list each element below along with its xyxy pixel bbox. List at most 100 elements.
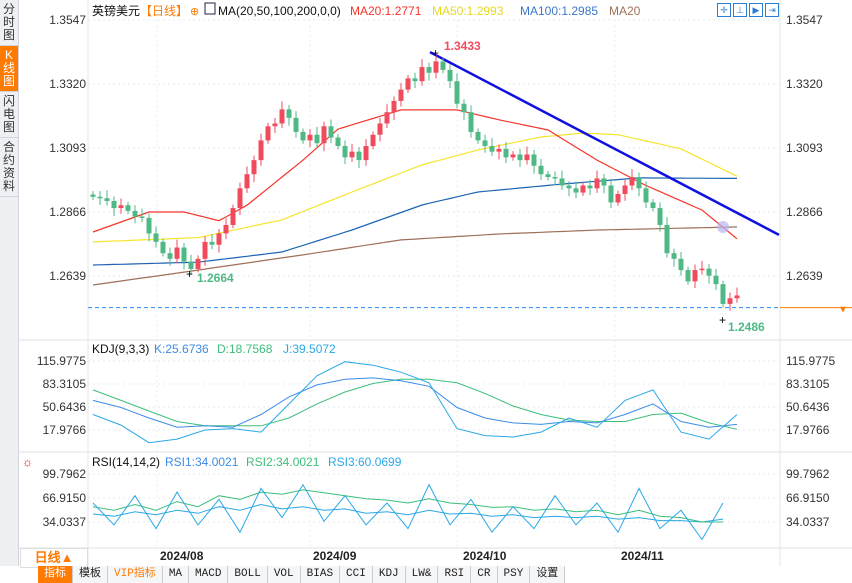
date-label: 2024/11 xyxy=(621,549,664,563)
price-tick-left: 1.3093 xyxy=(49,141,86,155)
candle-body xyxy=(552,177,558,179)
candle-body xyxy=(132,210,138,217)
symbol-name: 英镑美元 xyxy=(92,3,140,18)
candle xyxy=(230,204,236,229)
tab-contract-info[interactable]: 合约资料 xyxy=(0,138,18,197)
candle xyxy=(356,147,362,169)
candle-body xyxy=(314,134,320,144)
candle-body xyxy=(251,160,257,175)
candle-body xyxy=(391,100,397,113)
high-marker: + xyxy=(432,46,439,60)
candle-body xyxy=(650,202,656,209)
candle xyxy=(146,213,152,242)
candle xyxy=(433,54,439,79)
tab-intraday[interactable]: 分时图 xyxy=(0,0,18,46)
candle-body xyxy=(293,117,299,132)
candle-body xyxy=(601,178,607,186)
candle-body xyxy=(279,109,285,124)
candle-body xyxy=(489,146,495,152)
candle-body xyxy=(97,196,103,199)
candle-body xyxy=(328,126,334,138)
candle-body xyxy=(335,137,341,147)
candle xyxy=(209,233,215,250)
sun-icon[interactable]: ☼ xyxy=(22,455,33,469)
candle-body xyxy=(517,154,523,161)
candle xyxy=(349,143,355,162)
candle-body xyxy=(244,174,250,189)
candle xyxy=(650,199,656,212)
candle xyxy=(251,155,257,183)
zoom-in-icon[interactable]: ⊥ xyxy=(733,3,747,17)
ma20-line xyxy=(92,109,738,240)
candle-body xyxy=(209,241,215,245)
candle-body xyxy=(615,193,621,203)
candle xyxy=(328,119,334,144)
low2-label: 1.2486 xyxy=(728,320,765,334)
candle-body xyxy=(706,268,712,276)
candle xyxy=(601,173,607,194)
indicator-tab[interactable]: RSI xyxy=(438,566,472,583)
candle xyxy=(377,117,383,142)
indicator-tab[interactable]: BOLL xyxy=(228,566,268,583)
indicator-tab[interactable]: 指标 xyxy=(38,566,73,583)
candle-body xyxy=(685,270,691,282)
low-marker: + xyxy=(186,267,193,281)
candle-body xyxy=(629,177,635,186)
indicator-tab[interactable]: CR xyxy=(471,566,498,583)
indicator-tab[interactable]: KDJ xyxy=(372,566,406,583)
candle xyxy=(580,182,586,196)
candle-body xyxy=(272,123,278,127)
candle-body xyxy=(664,224,670,254)
candle xyxy=(531,149,537,174)
candle xyxy=(657,202,663,232)
crosshair-icon[interactable]: ✛ xyxy=(717,3,731,17)
candle xyxy=(622,179,628,201)
tab-flash[interactable]: 闪电图 xyxy=(0,92,18,138)
candle-body xyxy=(734,295,740,299)
settings-icon[interactable]: ⊕ xyxy=(190,6,199,18)
candle-body xyxy=(216,233,222,245)
candle-body xyxy=(258,140,264,161)
rsi-tick-left: 66.9150 xyxy=(43,491,87,505)
candle-body xyxy=(433,61,439,73)
play-icon[interactable]: ▶ xyxy=(749,3,763,17)
tab-kline[interactable]: K线图 xyxy=(0,46,18,92)
indicator-tab[interactable]: VOL xyxy=(267,566,301,583)
period-label: 【日线】 xyxy=(140,4,188,18)
candle xyxy=(300,128,306,144)
candle-body xyxy=(678,258,684,271)
candle xyxy=(363,139,369,166)
candle xyxy=(181,243,187,270)
price-tick-right: 1.3093 xyxy=(786,141,823,155)
indicator-tab[interactable]: MA xyxy=(162,566,190,583)
candle-body xyxy=(468,112,474,132)
indicator-tab[interactable]: VIP指标 xyxy=(108,566,163,583)
candle xyxy=(587,179,593,196)
candle-body xyxy=(349,151,355,158)
indicator-tab[interactable]: PSY xyxy=(497,566,531,583)
scroll-end-icon[interactable]: ⇥ xyxy=(765,3,779,17)
kdj-tick-left: 17.9766 xyxy=(43,423,87,437)
indicator-tab[interactable]: 模板 xyxy=(73,566,108,583)
trend-line[interactable] xyxy=(429,51,780,236)
indicator-tab[interactable]: LW& xyxy=(405,566,439,583)
trendline-handle[interactable] xyxy=(717,221,729,233)
sidebar: 分时图 K线图 闪电图 合约资料 xyxy=(0,0,19,566)
indicator-tab[interactable]: MACD xyxy=(189,566,229,583)
kdj-tick-left: 83.3105 xyxy=(43,377,87,391)
low2-marker: + xyxy=(719,313,726,327)
indicator-tab[interactable]: 设置 xyxy=(530,566,566,583)
date-label: 2024/08 xyxy=(160,549,204,563)
candle xyxy=(202,236,208,266)
candle xyxy=(678,252,684,276)
price-tick-left: 1.3547 xyxy=(49,13,86,27)
candle xyxy=(398,82,404,107)
indicator-tab[interactable]: BIAS xyxy=(300,566,341,583)
ma-chart-icon[interactable] xyxy=(204,2,216,15)
candle xyxy=(167,247,173,266)
indicator-tab[interactable]: CCI xyxy=(340,566,373,583)
candle xyxy=(692,264,698,289)
candle-body xyxy=(419,67,425,82)
period-selector[interactable]: 日线▲ xyxy=(20,548,88,568)
